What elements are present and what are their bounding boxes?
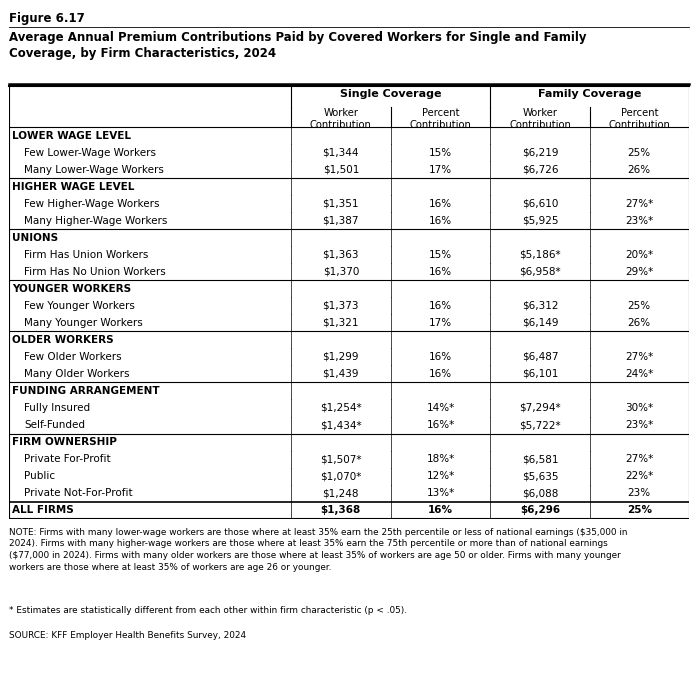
Text: 20%*: 20%* <box>625 249 653 260</box>
Text: Many Younger Workers: Many Younger Workers <box>24 318 143 328</box>
Text: Firm Has Union Workers: Firm Has Union Workers <box>24 249 149 260</box>
Text: Percent
Contribution: Percent Contribution <box>609 107 670 130</box>
Text: $6,101: $6,101 <box>522 369 558 379</box>
Text: 22%*: 22%* <box>625 471 653 481</box>
Text: LOWER WAGE LEVEL: LOWER WAGE LEVEL <box>13 131 131 141</box>
Text: $1,501: $1,501 <box>322 165 359 174</box>
Text: $7,294*: $7,294* <box>519 403 561 413</box>
Text: HIGHER WAGE LEVEL: HIGHER WAGE LEVEL <box>13 181 135 192</box>
Text: Worker
Contribution: Worker Contribution <box>310 107 372 130</box>
Text: Firm Has No Union Workers: Firm Has No Union Workers <box>24 267 166 277</box>
Text: 27%*: 27%* <box>625 352 653 362</box>
Text: 29%*: 29%* <box>625 267 653 277</box>
Text: Single Coverage: Single Coverage <box>340 89 442 100</box>
Text: $1,368: $1,368 <box>320 505 361 515</box>
Text: $6,581: $6,581 <box>522 454 558 464</box>
Text: 16%: 16% <box>429 505 453 515</box>
Text: YOUNGER WORKERS: YOUNGER WORKERS <box>13 284 132 294</box>
Text: 27%*: 27%* <box>625 199 653 209</box>
Text: Few Higher-Wage Workers: Few Higher-Wage Workers <box>24 199 160 209</box>
Text: Figure 6.17: Figure 6.17 <box>9 12 85 25</box>
Text: Few Younger Workers: Few Younger Workers <box>24 301 135 311</box>
Text: $1,344: $1,344 <box>322 148 359 157</box>
Text: $6,610: $6,610 <box>522 199 558 209</box>
Text: $6,088: $6,088 <box>522 488 558 498</box>
Text: $6,958*: $6,958* <box>519 267 561 277</box>
Text: 30%*: 30%* <box>625 403 653 413</box>
Text: 16%: 16% <box>429 352 452 362</box>
Text: Many Lower-Wage Workers: Many Lower-Wage Workers <box>24 165 164 174</box>
Text: 25%: 25% <box>628 148 651 157</box>
Text: Public: Public <box>24 471 55 481</box>
Text: 13%*: 13%* <box>426 488 455 498</box>
Text: FIRM OWNERSHIP: FIRM OWNERSHIP <box>13 437 117 447</box>
Text: NOTE: Firms with many lower-wage workers are those where at least 35% earn the 2: NOTE: Firms with many lower-wage workers… <box>9 528 628 572</box>
Text: FUNDING ARRANGEMENT: FUNDING ARRANGEMENT <box>13 386 160 396</box>
Text: Few Lower-Wage Workers: Few Lower-Wage Workers <box>24 148 156 157</box>
Text: Many Higher-Wage Workers: Many Higher-Wage Workers <box>24 216 168 225</box>
Text: $5,925: $5,925 <box>522 216 558 225</box>
Text: $6,149: $6,149 <box>522 318 558 328</box>
Text: Worker
Contribution: Worker Contribution <box>509 107 571 130</box>
Text: Self-Funded: Self-Funded <box>24 420 85 430</box>
Text: Few Older Workers: Few Older Workers <box>24 352 121 362</box>
Text: Average Annual Premium Contributions Paid by Covered Workers for Single and Fami: Average Annual Premium Contributions Pai… <box>9 31 586 60</box>
Text: 16%: 16% <box>429 301 452 311</box>
Text: $1,299: $1,299 <box>322 352 359 362</box>
Text: 17%: 17% <box>429 318 452 328</box>
Text: UNIONS: UNIONS <box>13 233 59 243</box>
Text: 25%: 25% <box>628 301 651 311</box>
Text: 26%: 26% <box>628 318 651 328</box>
Text: 23%: 23% <box>628 488 651 498</box>
Text: 15%: 15% <box>429 148 452 157</box>
Text: 24%*: 24%* <box>625 369 653 379</box>
Text: $1,070*: $1,070* <box>320 471 362 481</box>
Text: 27%*: 27%* <box>625 454 653 464</box>
Text: 16%: 16% <box>429 199 452 209</box>
Text: 16%: 16% <box>429 267 452 277</box>
Text: $1,387: $1,387 <box>322 216 359 225</box>
Text: Fully Insured: Fully Insured <box>24 403 90 413</box>
Text: Private Not-For-Profit: Private Not-For-Profit <box>24 488 133 498</box>
Text: $1,439: $1,439 <box>322 369 359 379</box>
Text: OLDER WORKERS: OLDER WORKERS <box>13 335 114 345</box>
Text: $6,726: $6,726 <box>522 165 558 174</box>
Text: $5,186*: $5,186* <box>519 249 561 260</box>
Text: 15%: 15% <box>429 249 452 260</box>
Text: $1,351: $1,351 <box>322 199 359 209</box>
Text: Many Older Workers: Many Older Workers <box>24 369 130 379</box>
Text: $5,635: $5,635 <box>522 471 558 481</box>
Text: $5,722*: $5,722* <box>519 420 561 430</box>
Text: Family Coverage: Family Coverage <box>538 89 641 100</box>
Text: ALL FIRMS: ALL FIRMS <box>13 505 74 515</box>
Text: 25%: 25% <box>627 505 652 515</box>
Text: Percent
Contribution: Percent Contribution <box>410 107 472 130</box>
Text: 26%: 26% <box>628 165 651 174</box>
Text: $6,296: $6,296 <box>520 505 560 515</box>
Text: $1,363: $1,363 <box>322 249 359 260</box>
Text: 18%*: 18%* <box>426 454 455 464</box>
Text: Private For-Profit: Private For-Profit <box>24 454 111 464</box>
Text: 17%: 17% <box>429 165 452 174</box>
Text: $1,434*: $1,434* <box>320 420 362 430</box>
Text: $1,254*: $1,254* <box>320 403 362 413</box>
Text: $6,312: $6,312 <box>522 301 558 311</box>
Text: 14%*: 14%* <box>426 403 455 413</box>
Text: * Estimates are statistically different from each other within firm characterist: * Estimates are statistically different … <box>9 606 407 615</box>
Text: $1,248: $1,248 <box>322 488 359 498</box>
Text: $1,370: $1,370 <box>322 267 359 277</box>
Text: 23%*: 23%* <box>625 216 653 225</box>
Text: $6,219: $6,219 <box>522 148 558 157</box>
Text: SOURCE: KFF Employer Health Benefits Survey, 2024: SOURCE: KFF Employer Health Benefits Sur… <box>9 631 246 640</box>
Text: $1,507*: $1,507* <box>320 454 362 464</box>
Text: 23%*: 23%* <box>625 420 653 430</box>
Text: $6,487: $6,487 <box>522 352 558 362</box>
Text: 12%*: 12%* <box>426 471 455 481</box>
Text: 16%*: 16%* <box>426 420 455 430</box>
Text: $1,321: $1,321 <box>322 318 359 328</box>
Text: 16%: 16% <box>429 216 452 225</box>
Text: $1,373: $1,373 <box>322 301 359 311</box>
Text: 16%: 16% <box>429 369 452 379</box>
